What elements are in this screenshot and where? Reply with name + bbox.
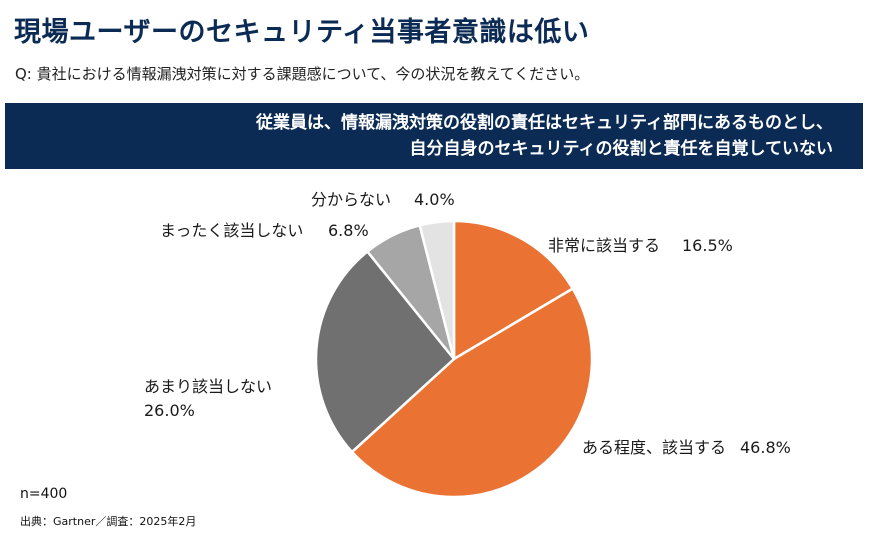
slice-label: まったく該当しない [160,221,303,240]
page-title: 現場ユーザーのセキュリティ当事者意識は低い [14,17,590,48]
survey-question: Q: 貴社における情報漏洩対策に対する課題感について、今の状況を教えてください。 [15,65,590,83]
sample-size: n=400 [20,486,68,502]
source-note: 出典：Gartner／調査：2025年2月 [20,515,197,528]
slice-value-label: 26.0% [144,401,195,420]
slice-value-label: 6.8% [328,221,369,240]
pie-slice [452,219,574,361]
slice-value-label: 16.5% [682,236,733,255]
pie-slice [350,287,594,499]
pie-slices [314,219,594,499]
slice-value-label: 46.8% [740,438,791,457]
slice-value-label: 4.0% [414,190,455,209]
banner-line-1: 従業員は、情報漏洩対策の役割の責任はセキュリティ部門にあるものとし、 [256,113,833,133]
slice-label: あまり該当しない [144,377,272,396]
finding-banner: 従業員は、情報漏洩対策の役割の責任はセキュリティ部門にあるものとし、 自分自身の… [5,103,863,169]
pie-slice [314,250,456,454]
slice-label: 非常に該当する [548,236,660,255]
slice-label: ある程度、該当する [582,438,726,457]
banner-line-2: 自分自身のセキュリティの役割と責任を自覚していない [409,139,833,159]
pie-labels: 非常に該当する 16.5% ある程度、該当する 46.8% あまり該当しない 26.0% ま… [144,190,791,457]
pie-slice [418,219,456,361]
slice-label: 分からない [311,190,391,209]
